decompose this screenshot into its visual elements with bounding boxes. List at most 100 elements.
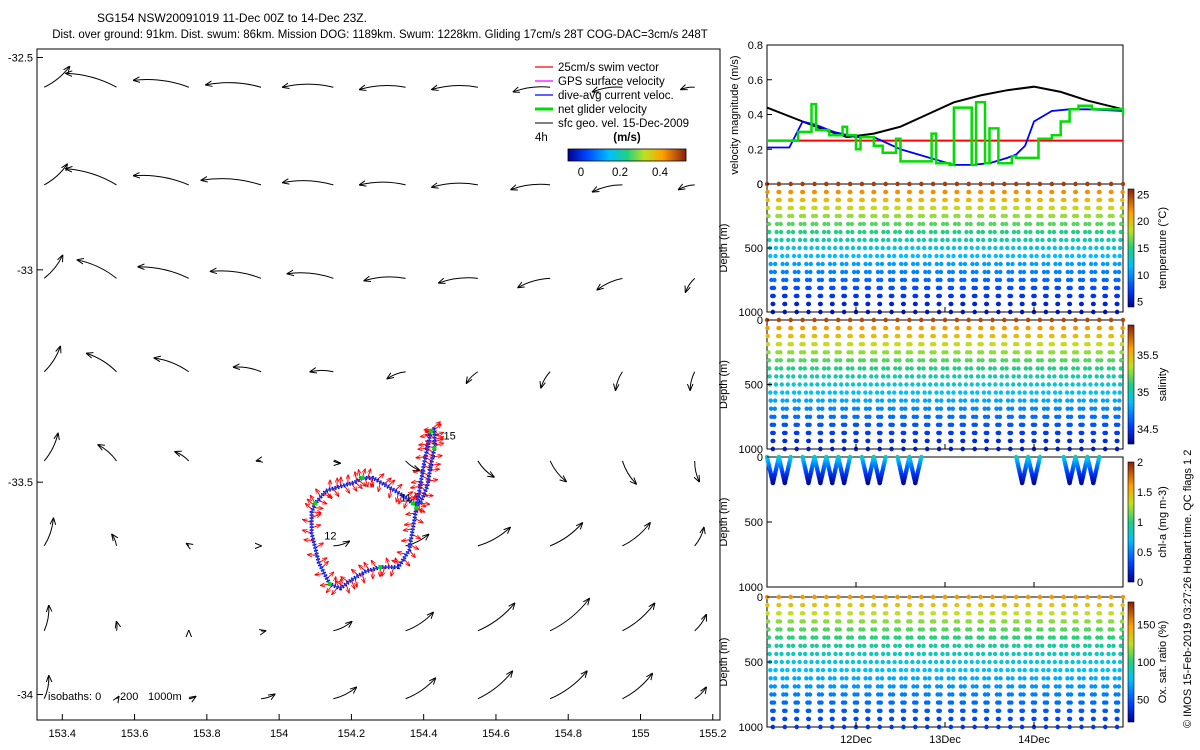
profile-point — [992, 229, 997, 235]
profile-point — [929, 221, 934, 227]
profile-point — [1052, 390, 1058, 395]
profile-point — [1064, 651, 1069, 657]
profile-point — [1008, 293, 1014, 299]
profile-point — [1112, 676, 1118, 681]
profile-point — [819, 285, 824, 291]
profile-point — [999, 643, 1005, 648]
profile-point — [895, 189, 901, 195]
profile-point — [981, 659, 986, 665]
profile-point — [970, 269, 975, 275]
profile-point — [889, 446, 894, 452]
profile-point — [903, 390, 909, 395]
geo-vector-arrow — [694, 687, 707, 700]
profile-point — [986, 398, 991, 403]
profile-point — [1020, 716, 1025, 722]
profile-point — [1105, 390, 1111, 395]
profile-point — [903, 253, 909, 259]
profile-point — [881, 643, 886, 648]
profile-point — [982, 261, 987, 267]
profile-point — [991, 619, 996, 624]
profile-point — [1120, 189, 1125, 195]
profile-point — [779, 237, 784, 243]
profile-point — [800, 317, 805, 323]
profile-point — [771, 285, 777, 291]
profile-point — [1029, 676, 1035, 681]
profile-point — [902, 708, 907, 713]
profile-point — [907, 611, 913, 616]
profile-point — [978, 317, 983, 323]
geo-vector-arrow — [43, 676, 49, 699]
profile-point — [967, 342, 972, 347]
profile-point — [893, 358, 898, 363]
profile-point — [790, 213, 795, 219]
profile-point — [1117, 659, 1123, 665]
profile-point — [784, 684, 789, 689]
profile-point — [783, 285, 789, 291]
profile-point — [770, 480, 776, 486]
profile-point — [928, 643, 934, 648]
profile-point — [921, 643, 926, 648]
profile-point — [1002, 317, 1007, 323]
profile-point — [998, 406, 1003, 411]
profile-point — [933, 237, 938, 243]
profile-point — [915, 406, 920, 411]
profile-point — [940, 643, 945, 648]
profile-point — [942, 317, 948, 323]
profile-point — [955, 611, 960, 616]
profile-point — [855, 414, 860, 419]
profile-point — [1112, 667, 1117, 673]
profile-point — [1110, 619, 1115, 624]
profile-point — [849, 627, 854, 632]
profile-point — [1103, 309, 1108, 315]
profile-point — [1063, 213, 1068, 219]
profile-point — [1010, 676, 1015, 681]
profile-y-tick-label: 0 — [757, 315, 763, 327]
profile-point — [830, 716, 835, 722]
profile-point — [992, 358, 997, 363]
profile-point — [981, 390, 987, 395]
profile-point — [780, 269, 786, 275]
profile-point — [956, 213, 961, 219]
profile-point — [1064, 659, 1069, 665]
profile-point — [996, 724, 1001, 730]
profile-point — [973, 293, 978, 299]
profile-point — [1021, 285, 1026, 291]
profile-point — [893, 229, 898, 235]
legend-item-swim: 25cm/s swim vector — [558, 62, 659, 74]
profile-point — [909, 374, 915, 379]
profile-point — [1065, 398, 1070, 403]
profile-point — [815, 667, 820, 673]
profile-point — [915, 667, 921, 673]
isobath-1000: 1000m — [148, 691, 182, 703]
profile-point — [1064, 382, 1069, 387]
profile-point — [1016, 237, 1021, 243]
profile-point — [1115, 301, 1120, 307]
profile-point — [967, 205, 972, 211]
legend-item-gps: GPS surface velocity — [558, 76, 665, 88]
profile-point — [969, 382, 974, 387]
profile-point — [1093, 684, 1098, 689]
profile-point — [877, 716, 883, 722]
profile-point — [786, 635, 792, 640]
profile-point — [896, 619, 901, 624]
profile-point — [810, 229, 815, 235]
profile-point — [776, 317, 782, 323]
profile-point — [768, 390, 773, 395]
geo-vector-arrow — [622, 523, 650, 547]
profile-y-tick-label: 0 — [757, 592, 763, 604]
profile-point — [814, 374, 820, 379]
profile-point — [1029, 261, 1035, 267]
profile-point — [774, 651, 779, 657]
profile-point — [869, 229, 874, 235]
profile-point — [994, 269, 999, 275]
profile-point — [880, 659, 885, 665]
profile-point — [969, 667, 975, 673]
profile-point — [962, 398, 968, 403]
profile-point — [1115, 293, 1121, 299]
profile-point — [1111, 245, 1117, 251]
profile-point — [843, 406, 849, 411]
profile-point — [985, 422, 990, 427]
geo-vector-arrow — [477, 603, 515, 632]
profile-point — [806, 716, 812, 722]
